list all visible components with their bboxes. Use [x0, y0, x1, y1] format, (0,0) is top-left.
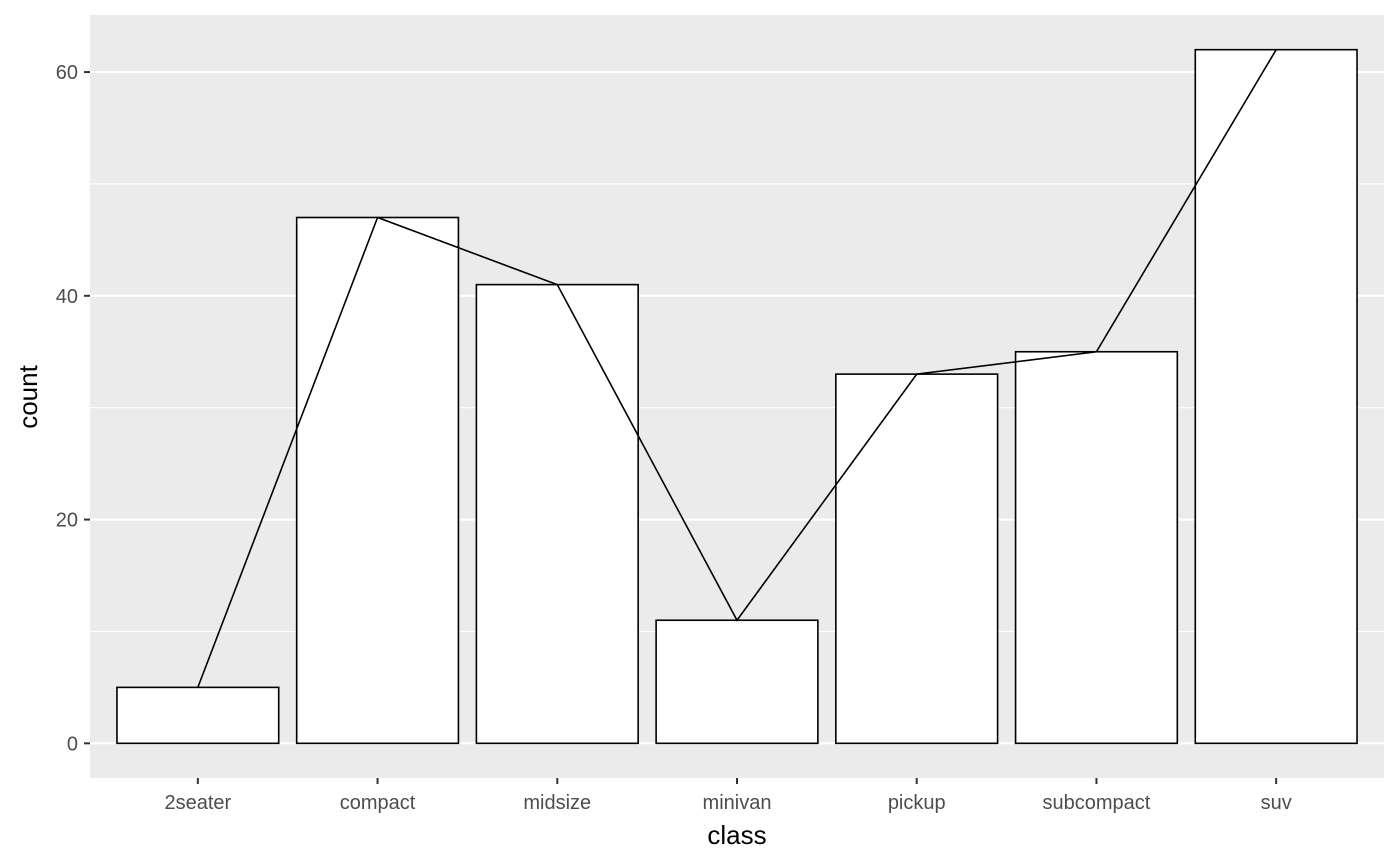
x-axis-title: class — [707, 820, 766, 850]
x-tick-label: minivan — [703, 792, 772, 814]
y-tick-label: 60 — [56, 62, 78, 84]
bar-subcompact — [1014, 350, 1179, 745]
y-axis-ticks: 0 20 40 60 — [56, 62, 90, 755]
y-tick-label: 0 — [67, 733, 78, 755]
bar-compact — [295, 216, 460, 745]
x-axis-ticks: 2seater compact midsize minivan pickup subcom… — [164, 778, 1292, 814]
y-tick-label: 20 — [56, 510, 78, 532]
x-tick-label: midsize — [523, 792, 591, 814]
y-axis-title: count — [13, 364, 43, 428]
x-tick-label: pickup — [888, 792, 946, 814]
bar-pickup — [835, 373, 999, 745]
bar-suv — [1194, 48, 1358, 745]
x-tick-label: suv — [1261, 792, 1292, 814]
bar-midsize — [475, 283, 639, 745]
bar-minivan — [655, 619, 819, 745]
bars — [116, 48, 1358, 745]
x-tick-label: compact — [340, 792, 416, 814]
trend-line — [197, 49, 1277, 688]
bar-2seater — [116, 686, 280, 745]
x-tick-label: 2seater — [164, 792, 231, 814]
y-tick-label: 40 — [56, 286, 78, 308]
x-tick-label: subcompact — [1043, 792, 1151, 814]
